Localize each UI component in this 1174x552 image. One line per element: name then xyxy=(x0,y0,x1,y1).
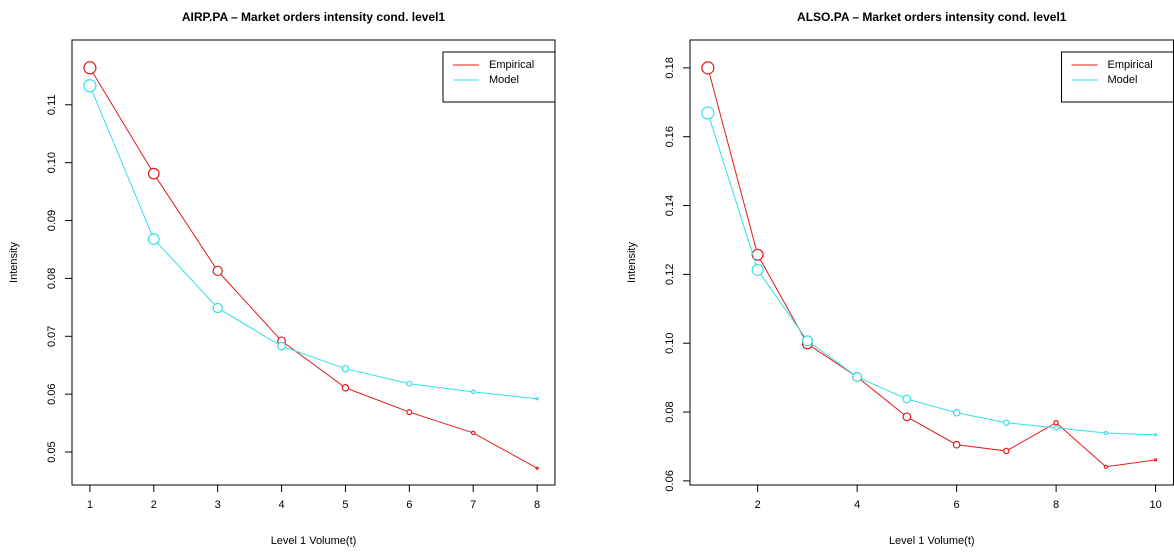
y-tick-label: 0.08 xyxy=(46,268,58,289)
data-point xyxy=(341,364,350,373)
y-tick-label: 0.11 xyxy=(46,95,58,116)
x-tick-label: 1 xyxy=(87,499,93,511)
x-tick-label: 5 xyxy=(342,499,348,511)
data-point xyxy=(1053,419,1059,426)
y-tick-label: 0.10 xyxy=(664,332,676,353)
y-tick-label: 0.14 xyxy=(664,195,676,216)
legend-box xyxy=(1061,51,1174,103)
x-tick-label: 7 xyxy=(470,499,476,511)
x-axis-label: Level 1 Volume(t) xyxy=(889,535,975,547)
y-tick-label: 0.08 xyxy=(664,401,676,422)
data-point xyxy=(83,61,97,75)
data-point xyxy=(952,408,961,417)
data-point xyxy=(535,466,539,470)
legend-label: Empirical xyxy=(1108,59,1153,71)
series-line xyxy=(707,67,1156,468)
y-tick-label: 0.07 xyxy=(46,326,58,347)
data-point xyxy=(1053,425,1059,431)
series-line xyxy=(89,85,538,400)
data-point xyxy=(902,412,912,422)
data-point xyxy=(147,233,160,245)
series-line xyxy=(707,112,1156,436)
data-point xyxy=(341,384,350,392)
plot-box xyxy=(71,39,556,486)
y-tick-label: 0.05 xyxy=(46,441,58,462)
data-point xyxy=(406,380,413,387)
data-point xyxy=(751,248,764,261)
x-tick-label: 8 xyxy=(1053,499,1059,511)
x-tick-label: 10 xyxy=(1149,499,1161,511)
data-point xyxy=(701,61,715,75)
data-point xyxy=(535,397,539,401)
data-point xyxy=(801,335,813,347)
data-point xyxy=(1003,447,1010,455)
x-tick-label: 8 xyxy=(534,499,540,511)
series-line xyxy=(89,67,538,469)
data-point xyxy=(1103,464,1109,469)
x-tick-label: 4 xyxy=(278,499,284,511)
data-point xyxy=(1003,419,1010,426)
data-point xyxy=(952,440,961,449)
y-axis-label: Intensity xyxy=(8,242,20,283)
legend-label: Empirical xyxy=(489,59,534,71)
x-tick-label: 4 xyxy=(854,499,860,511)
data-point xyxy=(470,430,476,436)
y-axis-label: Intensity xyxy=(626,242,638,283)
data-point xyxy=(83,79,97,93)
data-point xyxy=(852,372,863,382)
y-tick-label: 0.18 xyxy=(664,57,676,78)
y-tick-label: 0.09 xyxy=(46,210,58,231)
data-point xyxy=(1153,458,1158,462)
data-point xyxy=(406,409,413,416)
data-point xyxy=(470,389,476,395)
legend-box xyxy=(442,51,556,103)
data-point xyxy=(1103,430,1109,436)
data-point xyxy=(277,341,287,351)
y-tick-label: 0.06 xyxy=(46,383,58,404)
data-point xyxy=(147,167,160,180)
data-point xyxy=(751,263,764,276)
y-tick-label: 0.16 xyxy=(664,126,676,147)
x-tick-label: 6 xyxy=(406,499,412,511)
data-point xyxy=(212,302,223,314)
x-tick-label: 6 xyxy=(954,499,960,511)
x-axis-label: Level 1 Volume(t) xyxy=(271,535,357,547)
data-point xyxy=(212,265,223,277)
chart-title: ALSO.PA – Market orders intensity cond. … xyxy=(797,10,1067,24)
data-point xyxy=(902,394,912,404)
x-tick-label: 2 xyxy=(755,499,761,511)
y-tick-label: 0.06 xyxy=(664,470,676,491)
data-point xyxy=(701,106,715,120)
legend-label: Model xyxy=(1108,74,1138,86)
data-point xyxy=(1153,433,1158,437)
y-tick-label: 0.12 xyxy=(664,264,676,285)
x-tick-label: 2 xyxy=(151,499,157,511)
legend-label: Model xyxy=(489,74,519,86)
x-tick-label: 3 xyxy=(215,499,221,511)
y-tick-label: 0.10 xyxy=(46,152,58,173)
chart-title: AIRP.PA – Market orders intensity cond. … xyxy=(182,10,446,24)
